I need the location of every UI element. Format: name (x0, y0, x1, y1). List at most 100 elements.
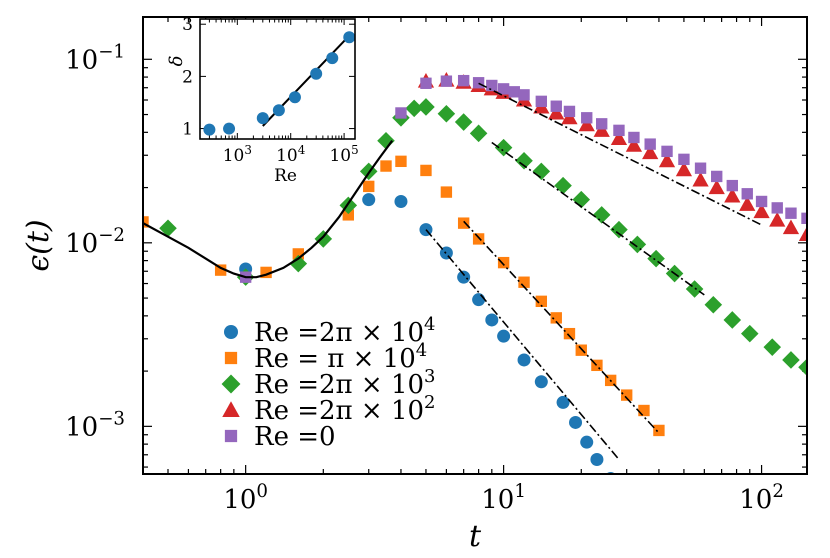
legend-label: Re =2π × 104 (254, 314, 436, 348)
fit-line (425, 229, 620, 461)
x-tick-label: 102 (739, 481, 784, 515)
data-point (550, 312, 562, 324)
data-point (592, 206, 611, 224)
data-point (556, 395, 570, 409)
data-point (580, 435, 594, 449)
inset-data-point (343, 31, 355, 44)
data-point (763, 338, 782, 356)
data-point (644, 138, 656, 150)
x-tick-label: 101 (481, 481, 526, 515)
data-point (289, 254, 308, 273)
inset-data-point (223, 122, 236, 135)
data-point (569, 415, 583, 429)
y-axis-label: ϵ(t) (21, 219, 56, 271)
data-point (642, 144, 659, 160)
data-point (420, 77, 432, 89)
inset-background (200, 19, 355, 139)
data-point (497, 83, 510, 95)
data-point (377, 131, 395, 150)
legend-marker (224, 351, 238, 365)
data-point (769, 211, 786, 227)
data-point (457, 74, 470, 87)
data-point (610, 220, 628, 239)
inset-data-point (310, 67, 323, 80)
data-point (362, 193, 376, 207)
inset-data-point (203, 123, 216, 136)
main-data (143, 72, 807, 474)
data-point (497, 256, 510, 269)
data-point (472, 293, 486, 307)
data-point (625, 137, 643, 152)
data-point (420, 164, 432, 177)
data-point (563, 105, 576, 118)
data-point (724, 187, 741, 203)
data-point (554, 176, 572, 195)
data-point (739, 196, 756, 211)
legend-marker (222, 401, 240, 417)
data-point (798, 358, 807, 376)
legend-label: Re = π × 104 (254, 340, 427, 374)
inset-x-tick-label: 104 (276, 143, 305, 166)
inset-y-axis-label: δ (166, 56, 187, 67)
data-point (437, 104, 456, 123)
data-point (472, 77, 485, 89)
legend-item: Re =2π × 103 (221, 366, 436, 400)
fit-line (143, 140, 394, 279)
legend-label: Re =2π × 103 (254, 366, 436, 400)
data-point (782, 351, 800, 369)
y-tick-label: 10−3 (65, 408, 125, 442)
data-point (494, 138, 513, 157)
data-point (708, 179, 725, 195)
data-point (741, 188, 753, 200)
data-point (621, 389, 633, 401)
data-point (534, 375, 548, 389)
legend-item: Re = π × 104 (224, 340, 427, 374)
legend-item: Re =0 (224, 422, 336, 452)
legend-item: Re =2π × 102 (222, 392, 436, 426)
y-tick-label: 10−2 (65, 225, 125, 259)
legend-label: Re =0 (254, 422, 336, 452)
x-tick-label: 100 (223, 481, 268, 515)
data-point (661, 145, 673, 158)
data-point (143, 216, 149, 228)
data-point (485, 313, 499, 327)
inset-axes-frame (199, 18, 356, 140)
data-point (610, 130, 628, 146)
inset-y-tick-label: 1 (182, 120, 193, 140)
data-point (342, 209, 354, 221)
inset-x-tick-label: 105 (329, 143, 358, 166)
data-point (314, 230, 333, 248)
data-point (723, 311, 742, 329)
data-point (798, 226, 807, 242)
data-point (454, 113, 473, 131)
data-point (260, 266, 272, 279)
data-point (628, 235, 647, 254)
data-point (658, 152, 676, 168)
legend-marker (224, 325, 238, 339)
main-plot: 100 101 102 10−3 10−2 10−1 t ϵ(t) (21, 16, 808, 554)
data-point (380, 160, 392, 172)
fit-line (491, 141, 705, 296)
data-point (292, 248, 304, 260)
data-point (363, 180, 375, 193)
data-point (593, 122, 610, 137)
data-point (801, 212, 807, 225)
data-point (563, 327, 576, 340)
data-point (214, 264, 227, 276)
data-point (518, 89, 530, 101)
data-point (694, 162, 707, 174)
data-point (653, 424, 665, 437)
data-point (457, 217, 470, 229)
data-point (497, 329, 511, 343)
data-point (711, 170, 723, 183)
inset-data-point (256, 112, 269, 125)
legend-marker (221, 374, 241, 394)
data-point (596, 118, 608, 130)
data-point (753, 203, 770, 219)
data-point (591, 359, 603, 372)
data-point (395, 155, 407, 168)
legend-item: Re =2π × 104 (224, 314, 436, 348)
data-point (782, 219, 800, 235)
